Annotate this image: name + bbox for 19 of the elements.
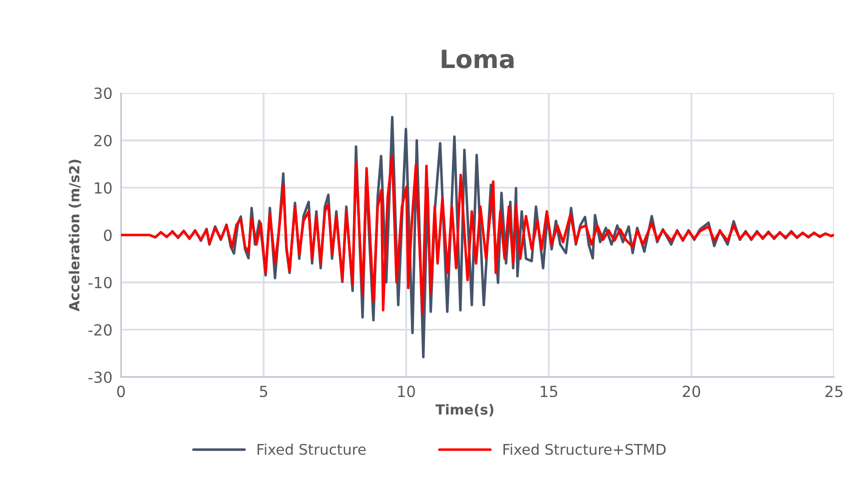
x-axis-title: Time(s) — [436, 404, 494, 416]
y-tick-label: 10 — [94, 182, 112, 194]
chart-title: Loma — [442, 50, 514, 68]
x-tick-label: 25 — [825, 386, 842, 398]
legend-label: Fixed Structure — [258, 444, 366, 455]
y-tick-label: 0 — [104, 229, 112, 242]
line-series — [121, 154, 834, 314]
y-tick-label: -30 — [88, 371, 112, 384]
x-tick-label: 10 — [398, 386, 415, 398]
x-tick-label: 0 — [117, 386, 125, 398]
y-tick-label: -10 — [88, 276, 112, 288]
y-axis-title: Acceleration (m/s2) — [68, 160, 82, 312]
legend-label: Fixed Structure+STMD — [504, 444, 666, 455]
y-tick-label: -20 — [88, 324, 112, 336]
x-tick-label: 15 — [540, 386, 558, 398]
x-tick-label: 20 — [682, 386, 700, 398]
y-tick-label: 30 — [94, 87, 112, 100]
x-tick-label: 5 — [260, 386, 268, 398]
y-tick-label: 20 — [94, 134, 112, 146]
